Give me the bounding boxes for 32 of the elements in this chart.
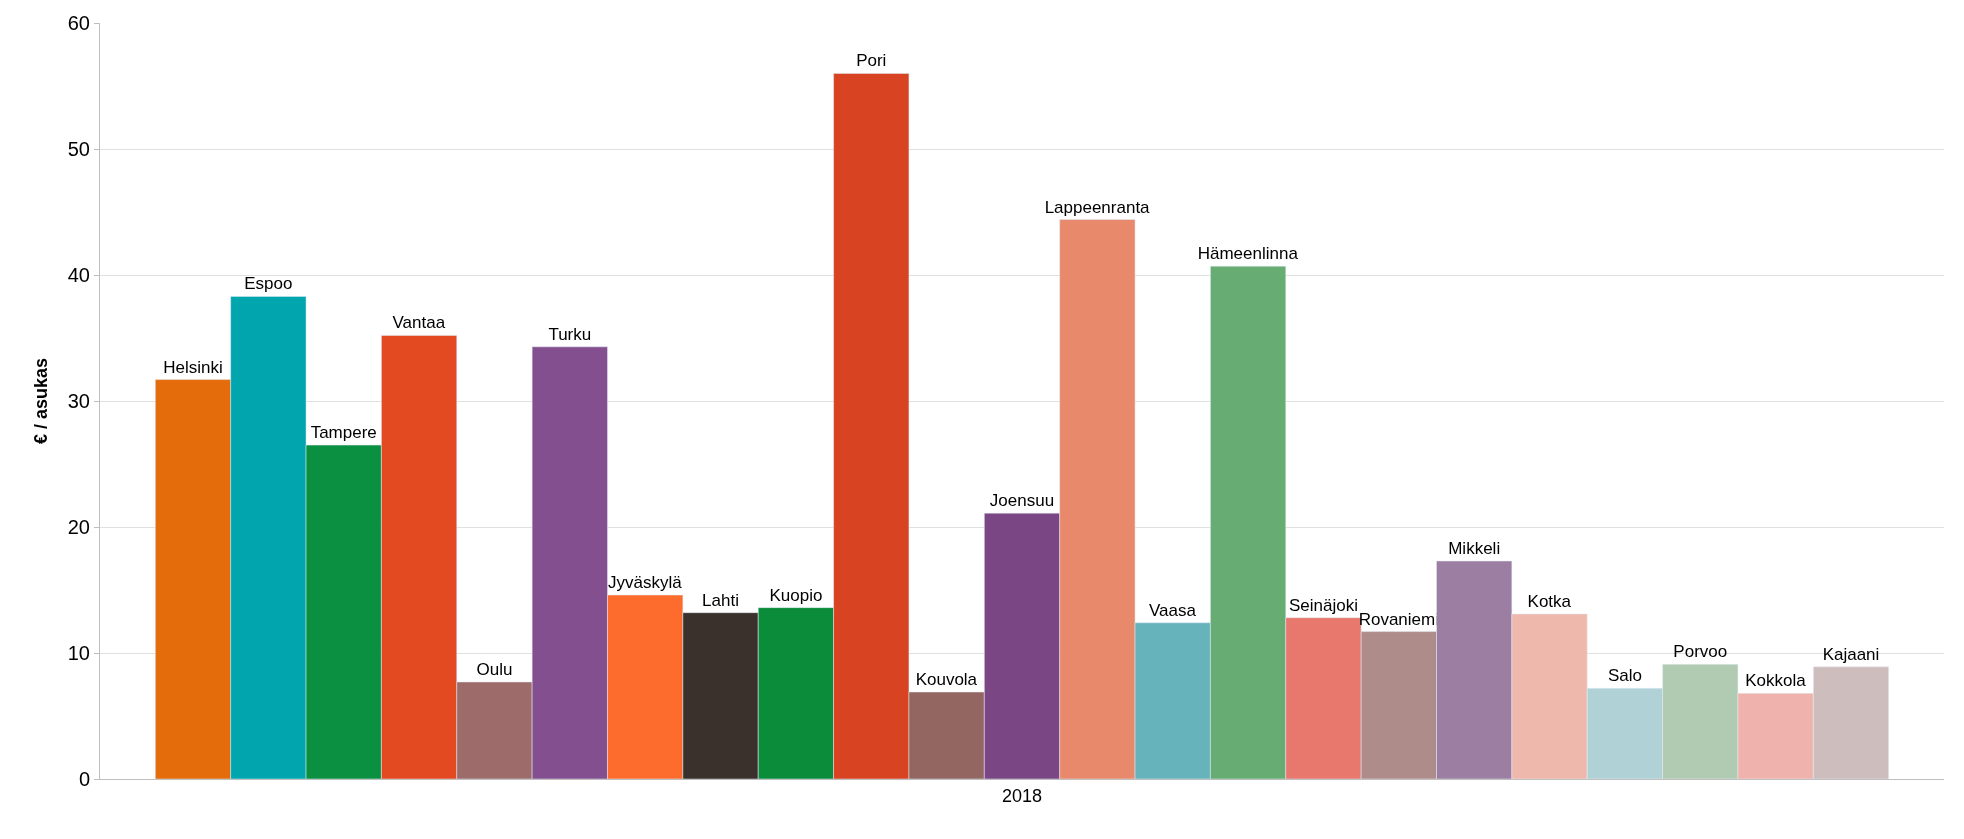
y-tick-label: 60 [67,12,90,34]
series-label: Joensuu [989,491,1055,511]
series-label: Salo [1607,666,1642,686]
series-label: Kuopio [769,585,823,605]
series-label: Vantaa [392,313,446,333]
y-tick-label: 30 [67,390,90,412]
series-label: Kotka [1527,591,1572,611]
series-label: Lappeenranta [1044,197,1151,217]
series-label: Rovaniemi [1358,609,1439,629]
y-tick-label: 0 [78,768,90,790]
series-label: Turku [548,324,592,344]
series-label: Porvoo [1673,642,1728,662]
y-tick-label: 20 [67,516,90,538]
series-label: Jyväskylä [608,573,683,593]
series-label: Hämeenlinna [1197,244,1299,264]
x-tick-label: 2018 [1001,785,1043,806]
y-axis-title: € / asukas [30,357,51,445]
series-label: Kokkola [1745,671,1807,691]
series-label: Kajaani [1822,644,1880,664]
series-label: Oulu [476,659,513,679]
series-label: Kouvola [915,670,978,690]
y-tick-label: 40 [67,264,90,286]
series-label: Tampere [310,423,377,443]
y-tick-label: 50 [67,138,90,160]
y-tick-label: 10 [67,642,90,664]
series-label: Mikkeli [1448,539,1501,559]
series-label: Vaasa [1148,600,1197,620]
series-label: Seinäjoki [1288,595,1358,615]
series-label: Espoo [244,274,293,294]
series-label: Lahti [702,590,739,610]
series-label: Pori [856,51,887,71]
series-label: Helsinki [163,357,223,377]
